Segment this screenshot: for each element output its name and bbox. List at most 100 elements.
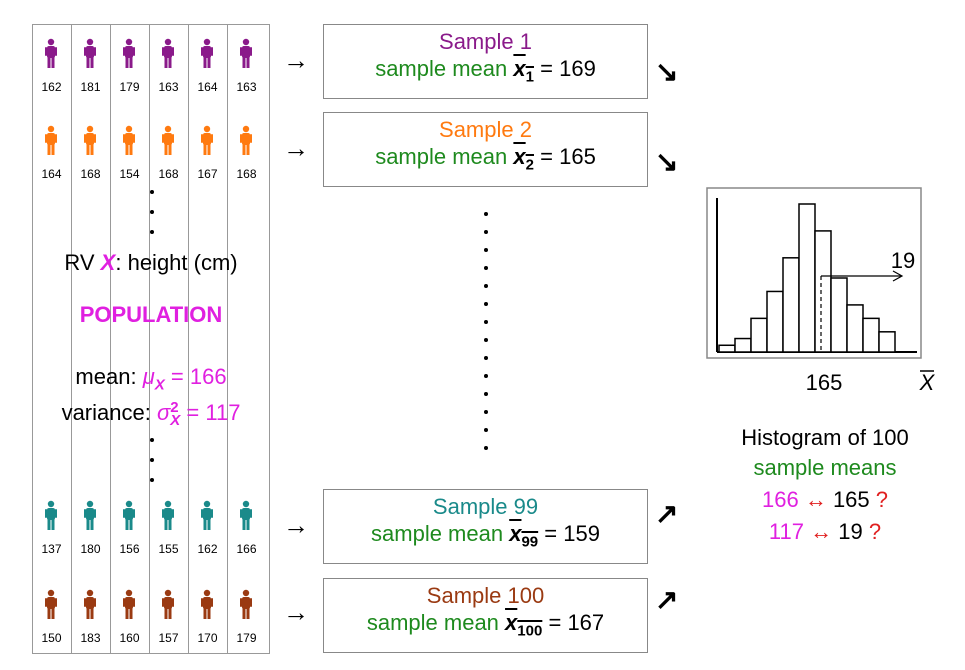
spread-label: 19 [891,248,915,273]
ellipsis-dot [484,356,488,360]
height-value: 157 [158,631,179,645]
height-value: 168 [236,167,257,181]
arrow-down-right-icon: ↘ [655,146,679,177]
ellipsis-dot [150,210,154,214]
grid-line [71,24,72,654]
histogram-bar [766,290,784,353]
arrow-up-right-icon: ↗ [655,584,679,615]
person-icon: 170 [188,581,227,649]
arrow-up-right-icon: ↗ [655,498,679,529]
height-value: 164 [41,167,62,181]
person-icon: 168 [71,117,110,185]
person-icon: 179 [110,30,149,98]
population-mean: mean: μX = 166 [75,364,227,394]
person-icon: 162 [32,30,71,98]
height-value: 156 [119,542,140,556]
ellipsis-dot [484,446,488,450]
population-panel [32,24,270,654]
histogram-frame [706,187,922,359]
person-icon: 180 [71,492,110,560]
ellipsis-dot [484,428,488,432]
histogram-chart: 19 165 X [706,187,936,395]
height-value: 170 [197,631,218,645]
person-icon: 179 [227,581,266,649]
ellipsis-dot [484,230,488,234]
grid-line [227,24,228,654]
sample-99-people: 137 180 156 155 162 166 [32,492,270,560]
person-icon: 160 [110,581,149,649]
height-value: 167 [197,167,218,181]
person-icon: 163 [227,30,266,98]
height-value: 179 [119,80,140,94]
person-icon: 150 [32,581,71,649]
ellipsis-dot [484,338,488,342]
height-value: 183 [80,631,101,645]
ellipsis-dot [484,410,488,414]
histogram-bar [846,304,864,353]
arrow-right-icon: → [283,133,309,163]
variance-comparison: 117 ↔ 19 ? [768,519,882,544]
height-value: 181 [80,80,101,94]
ellipsis-dot [484,284,488,288]
height-value: 163 [158,80,179,94]
ellipsis-dot [150,458,154,462]
person-icon: 163 [149,30,188,98]
sample-1-people: 162 181 179 163 164 163 [32,30,270,98]
person-icon: 167 [188,117,227,185]
ellipsis-dot [484,248,488,252]
histogram-bar [782,257,800,353]
person-icon: 154 [110,117,149,185]
height-value: 150 [41,631,62,645]
person-icon: 162 [188,492,227,560]
person-icon: 168 [227,117,266,185]
person-icon: 168 [149,117,188,185]
height-value: 155 [158,542,179,556]
sample-2-people: 164 168 154 168 167 168 [32,117,270,185]
person-icon: 156 [110,492,149,560]
height-value: 166 [236,542,257,556]
histogram-bar [718,344,736,353]
ellipsis-dot [150,230,154,234]
sample-1-box: Sample 1 sample mean x1 = 169 [323,24,648,99]
grid-line [149,24,150,654]
grid-line [110,24,111,654]
person-icon: 157 [149,581,188,649]
person-icon: 137 [32,492,71,560]
ellipsis-dot [484,212,488,216]
person-icon: 164 [188,30,227,98]
height-value: 160 [119,631,140,645]
person-icon: 181 [71,30,110,98]
height-value: 163 [236,80,257,94]
random-variable-label: RV X: height (cm) [64,250,238,275]
sample-100-box: Sample 100 sample mean x100 = 167 [323,578,648,653]
sample-100-people: 150 183 160 157 170 179 [32,581,270,649]
ellipsis-dot [150,478,154,482]
histogram-bar [750,317,768,353]
ellipsis-dot [484,374,488,378]
height-value: 179 [236,631,257,645]
histogram-bar [814,230,832,353]
arrow-down-right-icon: ↘ [655,56,679,87]
height-value: 180 [80,542,101,556]
height-value: 162 [197,542,218,556]
histogram-bar [830,277,848,353]
height-value: 162 [41,80,62,94]
grid-line [188,24,189,654]
ellipsis-dot [484,392,488,396]
ellipsis-dot [484,302,488,306]
histogram-bar [862,317,880,353]
ellipsis-dot [150,438,154,442]
height-value: 164 [197,80,218,94]
histogram-bar [878,331,896,353]
ellipsis-dot [484,266,488,270]
arrow-right-icon: → [283,597,309,627]
arrow-right-icon: → [283,510,309,540]
histogram-caption: Histogram of 100 sample means 166 ↔ 165 … [705,425,945,545]
height-value: 168 [80,167,101,181]
person-icon: 166 [227,492,266,560]
arrow-right-icon: → [283,45,309,75]
histogram-bar [798,203,816,353]
person-icon: 155 [149,492,188,560]
histogram-bar [734,337,752,353]
